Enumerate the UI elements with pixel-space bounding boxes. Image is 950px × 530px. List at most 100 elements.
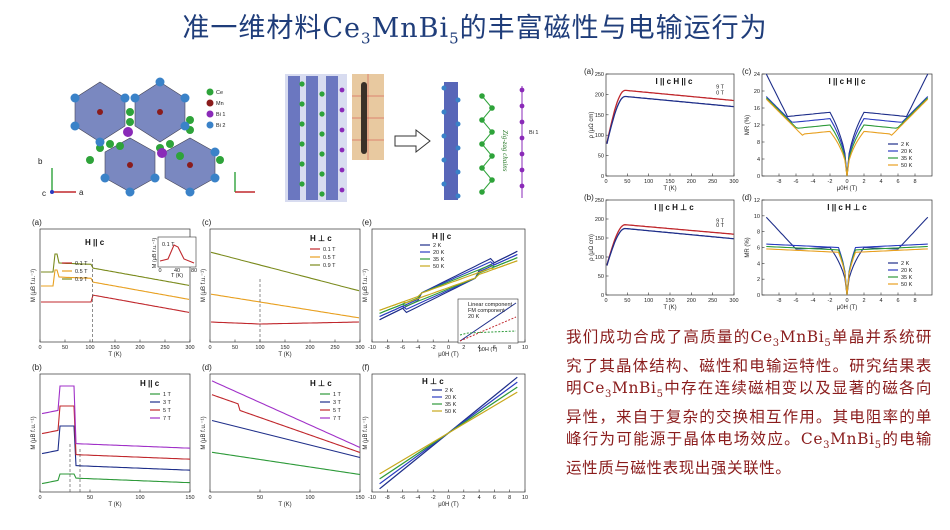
inset-legend-entry: FM component: [468, 308, 505, 314]
panel-label: (e): [362, 218, 372, 227]
x-tick-label: 50: [62, 345, 68, 351]
chart-heading: I || c H || c: [656, 77, 694, 86]
y-tick-label: 8: [757, 140, 760, 146]
chart-f: (f) -10 -8 -6 -4 -2 0 2 4 6 8 10 μ0H (T) M (μB f.u.⁻¹…: [362, 363, 528, 508]
x-tick-label: 10: [522, 345, 528, 351]
structure-panel: Ce Mn Bi 1 Bi 2 b c a: [30, 60, 550, 210]
series-line: [379, 391, 518, 475]
y-axis-label: M (μB f.u.⁻¹): [201, 269, 207, 302]
y-tick-label: 4: [757, 261, 760, 267]
y-tick-label: 16: [754, 106, 760, 112]
plot-frame: [605, 199, 735, 296]
panel-label: (b): [584, 193, 594, 202]
x-tick-label: 300: [729, 298, 738, 304]
legend-entry: 2 K: [433, 243, 442, 249]
panel-label: (a): [32, 218, 42, 227]
x-tick-label: 150: [665, 179, 674, 185]
x-tick-label: 300: [729, 179, 738, 185]
x-tick-label: 2: [862, 298, 865, 304]
y-tick-label: 200: [595, 92, 604, 98]
summary-text: 我们成功合成了高质量的Ce3MnBi5单晶并系统研究了其晶体结构、磁性和电输运特…: [566, 326, 932, 479]
x-tick-label: 4: [478, 345, 481, 351]
x-tick-label: 4: [879, 179, 882, 185]
series-line: [210, 321, 360, 325]
y-tick-label: 0: [601, 174, 604, 180]
zigzag-chain-view: Zig-zag chains Bi 1: [441, 82, 538, 200]
series-line: [766, 248, 928, 296]
legend-entry: 50 K: [901, 282, 913, 288]
chain-label: Zig-zag chains: [501, 130, 509, 172]
y-tick-label: 100: [595, 255, 604, 261]
y-tick-label: 10: [754, 214, 760, 220]
unit-cell-view: Ce Mn Bi 1 Bi 2 b c a: [38, 77, 255, 198]
x-axis-label: T (K): [663, 305, 676, 311]
x-tick-label: 150: [185, 495, 194, 501]
x-tick-label: 6: [896, 179, 899, 185]
summary-part: MnBi: [611, 379, 657, 398]
y-tick-label: 12: [754, 198, 760, 204]
chain-stack-view: [285, 74, 431, 202]
summary-sub: 3: [605, 389, 612, 401]
x-tick-label: -8: [385, 495, 390, 501]
x-tick-label: 50: [232, 345, 238, 351]
x-axis-label: T (K): [663, 186, 676, 192]
y-axis-label: M (μB f.u.⁻¹): [201, 416, 207, 449]
y-tick-label: 250: [595, 72, 604, 78]
panel-resistivity-parallel: (a) 0 50 100 150 200 250 300 T (K) ρ (μΩ cm) 0 50 10…: [582, 64, 740, 196]
chart-d: (d) 0 50 100 150 T (K) M (μB f.u.⁻¹) H ⊥ c1 T 3 …: [201, 363, 365, 508]
chart-c: (c) 0 50 100 150 200 250 300 T (K) M (μB f.u.⁻¹) H…: [201, 218, 365, 358]
axis-b: b: [38, 157, 43, 166]
series-line: [41, 473, 191, 485]
legend-entry: 50 K: [433, 264, 445, 270]
x-tick-label: -2: [828, 298, 833, 304]
title-main: 准一维材料Ce: [182, 13, 362, 44]
panel-label: (d): [742, 193, 752, 202]
legend-entry: 7 T: [333, 416, 341, 422]
legend-entry: 1 T: [163, 392, 171, 398]
inset-x-label: μ0H (T): [479, 347, 498, 353]
y-tick-label: 50: [598, 274, 604, 280]
y-tick-label: 0: [757, 174, 760, 180]
x-axis-label: T (K): [278, 502, 291, 508]
panel-a-m-vs-t-parallel: (a) 0 50 100 150 200 250 300 T (K) M (μB f.u.⁻¹) H…: [30, 215, 200, 360]
axis-triad-2: [234, 172, 255, 193]
x-tick-label: 50: [624, 298, 630, 304]
series-line: [379, 253, 518, 318]
y-axis-label: ρ (μΩ cm): [589, 234, 595, 261]
legend-entry: 20 K: [445, 395, 457, 401]
x-tick-label: 4: [478, 495, 481, 501]
x-tick-label: 0: [604, 298, 607, 304]
x-tick-label: 150: [665, 298, 674, 304]
x-tick-label: 0: [845, 298, 848, 304]
inset-y-label: M (μB f.u.⁻¹): [152, 238, 158, 269]
x-tick-label: -2: [828, 179, 833, 185]
x-tick-label: 150: [110, 345, 119, 351]
x-tick-label: 100: [305, 495, 314, 501]
legend-entry: 0.5 T: [323, 255, 336, 261]
chart-a: (a) 0 50 100 150 200 250 300 T (K) M (μB f.u.⁻¹) H…: [31, 218, 197, 358]
inset-legend-entry: 20 K: [468, 314, 480, 320]
y-axis-label: M (μB f.u.⁻¹): [31, 416, 37, 449]
legend-entry: 1 T: [333, 392, 341, 398]
panel-mr-parallel: (c) -8 -6 -4 -2 0 2 4 6 8 μ0H (T) MR (%) 0 4 8 12 16 20 24…: [740, 64, 938, 196]
chart-heading: H || c: [85, 238, 105, 247]
x-tick-label: 50: [87, 495, 93, 501]
y-tick-label: 2: [757, 277, 760, 283]
axis-c: c: [42, 189, 46, 198]
series-label: 9 T: [716, 84, 724, 90]
x-tick-label: -8: [777, 179, 782, 185]
panel-c-m-vs-t-perp: (c) 0 50 100 150 200 250 300 T (K) M (μB f.u.⁻¹) H…: [200, 215, 370, 360]
x-tick-label: -10: [368, 495, 376, 501]
summary-part: MnBi: [779, 328, 825, 346]
chart-heading: H || c: [140, 379, 160, 388]
inset-field: 0.1 T: [162, 242, 175, 248]
series-line: [41, 385, 191, 449]
series-line: [606, 95, 734, 145]
legend-entry: 35 K: [433, 257, 445, 263]
legend-entry: 35 K: [901, 275, 913, 281]
y-tick-label: 24: [754, 72, 760, 78]
inset-frame: [157, 236, 197, 268]
inset-total: [459, 302, 517, 342]
series-line: [379, 250, 518, 321]
series-line: [765, 98, 929, 177]
